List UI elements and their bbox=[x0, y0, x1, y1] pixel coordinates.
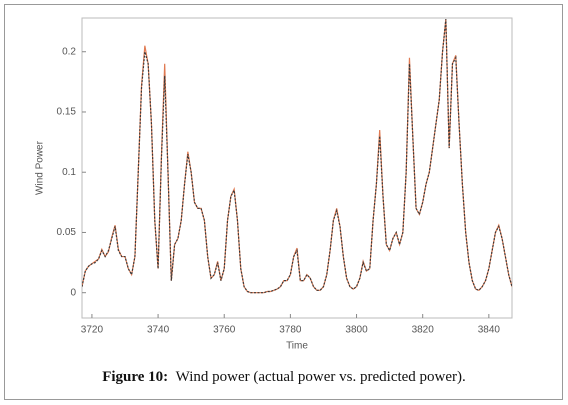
y-axis-label: Wind Power bbox=[35, 140, 46, 195]
y-tick-label: 0.2 bbox=[62, 46, 76, 57]
y-tick-label: 0.15 bbox=[57, 107, 77, 118]
y-tick-label: 0.1 bbox=[62, 167, 76, 178]
series-line bbox=[82, 19, 512, 294]
series-line bbox=[82, 19, 512, 294]
x-tick-label: 3800 bbox=[345, 325, 368, 336]
x-axis-label: Time bbox=[286, 341, 308, 352]
caption-label: Figure 10: bbox=[102, 369, 168, 385]
y-tick-label: 0.05 bbox=[57, 227, 77, 238]
x-tick-label: 3840 bbox=[478, 325, 501, 336]
plot-area bbox=[81, 17, 513, 319]
x-tick-label: 3740 bbox=[147, 325, 170, 336]
x-tick-label: 3820 bbox=[412, 325, 435, 336]
caption: Figure 10: Wind power (actual power vs. … bbox=[102, 369, 466, 385]
caption-text: Wind power (actual power vs. predicted p… bbox=[176, 369, 466, 385]
x-tick-label: 3780 bbox=[279, 325, 302, 336]
x-tick-label: 3720 bbox=[81, 325, 104, 336]
y-tick-label: 0 bbox=[70, 287, 76, 298]
x-tick-label: 3760 bbox=[213, 325, 236, 336]
